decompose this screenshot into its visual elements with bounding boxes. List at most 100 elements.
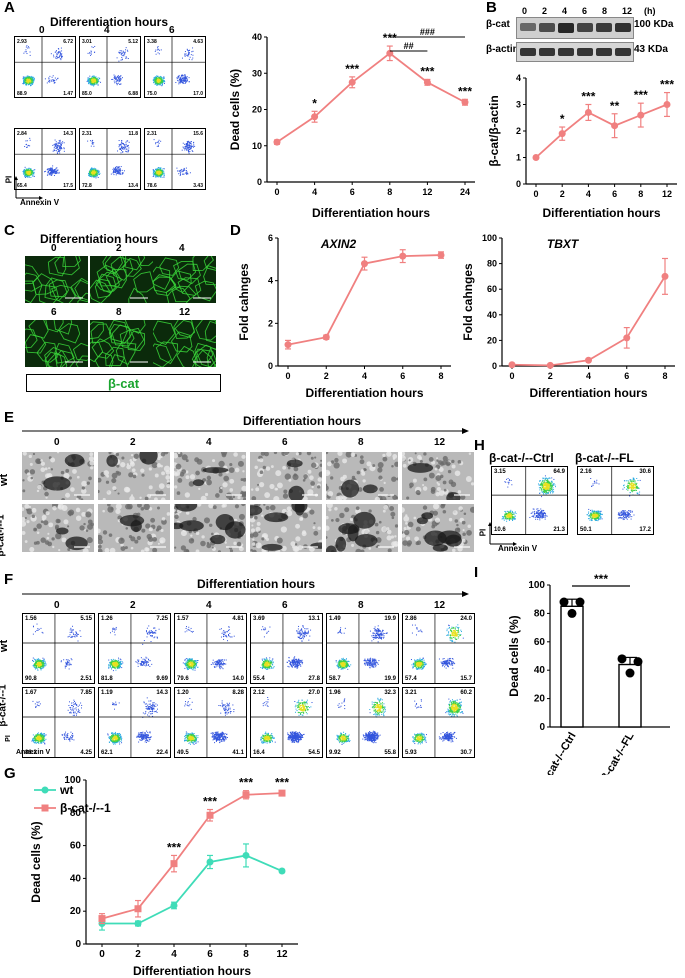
y-axis-label: Fold cahnges (461, 263, 475, 341)
panel-a-flow-plot-quadrant-value: 6.88 (128, 91, 138, 97)
panel-a-flow-plot-scatter (22, 137, 65, 178)
significance-mark: ** (610, 99, 620, 113)
y-tick-label: 20 (70, 906, 82, 917)
y-tick-label: 1 (516, 153, 521, 163)
data-point (242, 851, 250, 859)
panel-f-flow-plot-ko-dots (175, 688, 246, 757)
panel-f-flow-plot-ko-quadrant-value: 5.93 (405, 750, 417, 756)
series-line (511, 275, 666, 367)
x-tick-label: 8 (387, 187, 392, 197)
panel-a-flow-plot-scatter (152, 139, 196, 178)
panel-f-flow-plot-wt-quadrant-value: 19.9 (384, 676, 396, 682)
panel-c-hour-label: 12 (179, 307, 191, 318)
data-point (661, 272, 669, 280)
panel-b-hour-label: 6 (582, 6, 588, 16)
panel-e-micrograph (98, 504, 170, 552)
significance-mark: *** (634, 88, 648, 102)
significance-mark: *** (420, 64, 434, 78)
panel-a-flow-plot-quadrant-value: 75.0 (147, 91, 157, 97)
panel-e-hour-label: 12 (434, 437, 446, 448)
data-point (637, 111, 645, 119)
data-point (611, 122, 619, 130)
panel-f-hour-label: 2 (130, 600, 136, 611)
panel-c-micrograph (153, 320, 216, 367)
panel-a-flow-plot-dots (80, 37, 140, 97)
blot-band (577, 23, 593, 32)
blot-band (520, 48, 536, 56)
data-point (386, 49, 394, 57)
panel-e-hour-label: 0 (54, 437, 60, 448)
panel-f-flow-plot-ko-quadrant-value: 62.1 (101, 750, 113, 756)
panel-f-flow-plot-wt-quadrant-value: 5.15 (80, 616, 92, 622)
panel-c-cells (25, 256, 88, 303)
panel-e-texture (326, 504, 398, 552)
panel-f-flow-plot-ko: 3.21 60.2 5.93 30.7 (402, 687, 475, 758)
panel-e-texture (22, 452, 94, 500)
panel-c-micrograph (153, 256, 216, 303)
panel-c-hour-label: 2 (116, 243, 122, 254)
panel-f-flow-plot-wt-quadrant-value: 55.4 (253, 676, 265, 682)
panel-e-micrograph (250, 452, 322, 500)
x-tick-label: 6 (350, 187, 355, 197)
panel-a-flow-plot-quadrant-value: 2.93 (17, 39, 27, 45)
x-axis-label: Differentiation hours (305, 386, 423, 400)
panel-f-flow-plot-wt-scatter (335, 625, 388, 670)
panel-a-flow-plot-quadrant-value: 1.47 (63, 91, 73, 97)
panel-f-hour-label: 0 (54, 600, 60, 611)
panel-f-flow-plot-wt-quadrant-value: 58.7 (329, 676, 341, 682)
panel-label-c: C (4, 222, 15, 239)
panel-f-flow-plot-wt-quadrant-value: 15.7 (460, 676, 472, 682)
panel-a-flow-plot-quadrant-value: 88.9 (17, 91, 27, 97)
significance-mark: *** (345, 62, 359, 76)
blot-band (520, 23, 536, 32)
panel-f-flow-plot-ko: 1.67 7.85 86.2 4.25 (22, 687, 95, 758)
panel-a-flow-plot-quadrant-value: 11.8 (128, 131, 138, 137)
data-point (585, 356, 592, 364)
y-axis-label: β-cat/β-actin (487, 95, 501, 166)
panel-a-flow-plot-quadrant-value: 14.3 (63, 131, 73, 137)
panel-a-flow-plot: 2.93 6.72 88.9 1.47 (14, 36, 76, 98)
panel-label-h: H (474, 437, 485, 454)
significance-mark: *** (239, 776, 253, 790)
panel-f-flow-plot-wt-dots (175, 614, 246, 683)
panel-f-flow-plot-wt-scatter (410, 624, 464, 670)
panel-h-title: β-cat-/--FL (575, 451, 634, 465)
panel-f-flow-plot-ko: 2.12 27.0 16.4 54.5 (250, 687, 323, 758)
x-tick-label: β-cat-/--Ctrl (539, 731, 579, 776)
y-tick-label: 4 (268, 276, 273, 286)
panel-h-flow-plot-dots (492, 467, 567, 534)
x-tick-label: 2 (324, 371, 329, 381)
y-axis-label: Dead cells (%) (507, 615, 521, 696)
panel-e-texture (174, 452, 246, 500)
data-point (559, 597, 569, 607)
significance-mark: * (312, 96, 317, 110)
panel-e-texture (402, 504, 474, 552)
panel-f-flow-plot-ko-quadrant-value: 27.0 (308, 690, 320, 696)
panel-a-flow-plot: 3.38 4.63 75.0 17.0 (144, 36, 206, 98)
x-tick-label: 12 (422, 187, 432, 197)
x-tick-label: 8 (243, 949, 249, 960)
panel-f-flow-plot-wt-scatter (32, 623, 82, 671)
panel-b-hour-label: 8 (602, 6, 608, 16)
panel-f-flow-plot-ko-quadrant-value: 30.7 (460, 750, 472, 756)
panel-f-flow-plot-wt-quadrant-value: 1.57 (177, 616, 189, 622)
legend-marker-ko (41, 804, 49, 812)
y-tick-label: 0 (492, 361, 497, 371)
y-tick-label: 0 (257, 177, 262, 187)
panel-c-micrograph (90, 320, 153, 367)
panel-label-e: E (4, 409, 15, 426)
y-tick-label: 10 (252, 141, 262, 151)
panel-f-flow-plot-wt-quadrant-value: 19.9 (384, 616, 396, 622)
data-point (508, 361, 516, 369)
panel-f-flow-plot-wt-quadrant-value: 7.25 (156, 616, 168, 622)
data-point (575, 597, 585, 607)
x-tick-label: 6 (400, 371, 405, 381)
legend-label-wt: wt (59, 783, 73, 797)
data-point (311, 113, 319, 121)
panel-b-hour-label: 2 (542, 6, 548, 16)
panel-h-axis-arrows (488, 522, 517, 546)
panel-b-band2-label: β-actin (486, 44, 519, 55)
panel-a-flow-plot-quadrant-value: 2.84 (17, 131, 27, 137)
x-axis-label: Differentiation hours (529, 386, 647, 400)
